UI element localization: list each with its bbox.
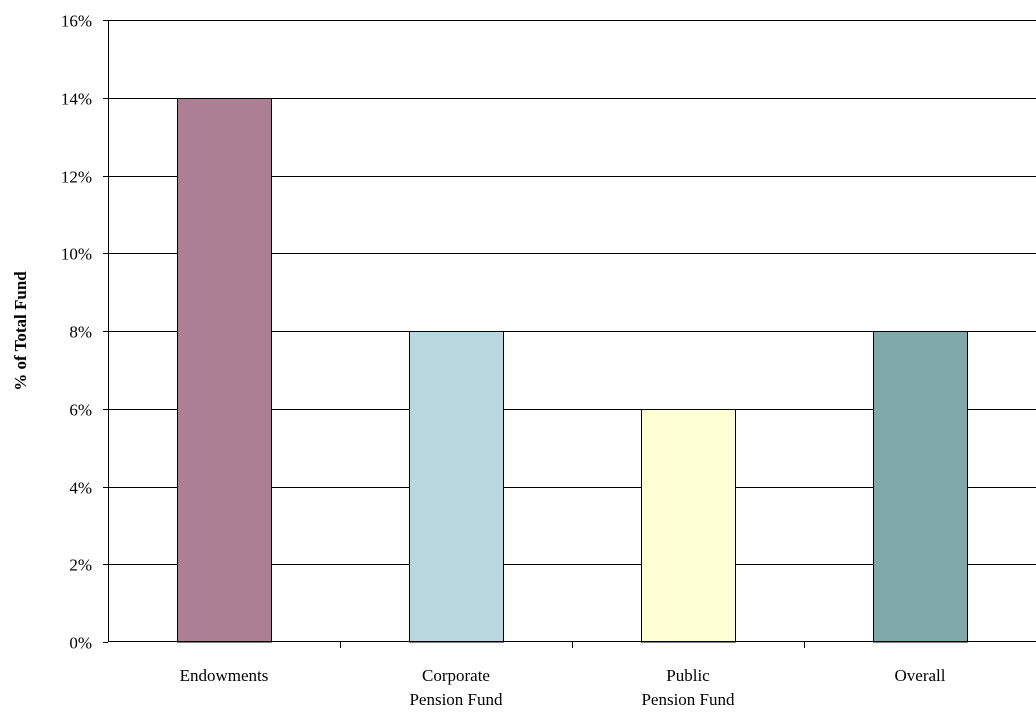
y-tick-label: 6% bbox=[69, 401, 92, 420]
bar bbox=[409, 331, 504, 643]
y-tick-label: 4% bbox=[69, 479, 92, 498]
x-tick-label: Overall bbox=[895, 666, 946, 685]
axes bbox=[103, 20, 1036, 648]
bar bbox=[641, 409, 736, 643]
y-tick-label: 16% bbox=[61, 12, 92, 31]
bar bbox=[873, 331, 968, 643]
x-tick-labels: Endowments Corporate Pension Fund Public Pen… bbox=[180, 666, 946, 709]
x-tick-label: Public Pension Fund bbox=[641, 666, 735, 709]
y-tick-label: 2% bbox=[69, 556, 92, 575]
y-tick-label: 0% bbox=[69, 634, 92, 653]
y-tick-label: 14% bbox=[61, 90, 92, 109]
x-tick-label: Corporate Pension Fund bbox=[409, 666, 503, 709]
y-tick-label: 8% bbox=[69, 323, 92, 342]
y-tick-label: 12% bbox=[61, 168, 92, 187]
bar bbox=[177, 98, 272, 643]
x-tick-label: Endowments bbox=[180, 666, 269, 685]
y-tick-labels: 0% 2% 4% 6% 8% 10% 12% 14% 16% bbox=[61, 12, 92, 653]
y-tick-label: 10% bbox=[61, 245, 92, 264]
bars bbox=[177, 98, 968, 643]
y-axis-title: % of Total Fund bbox=[11, 271, 30, 391]
